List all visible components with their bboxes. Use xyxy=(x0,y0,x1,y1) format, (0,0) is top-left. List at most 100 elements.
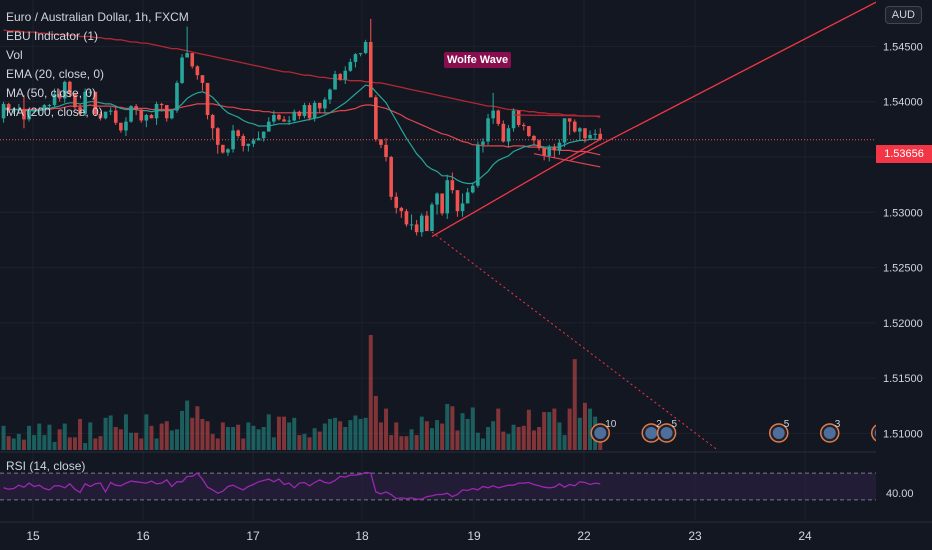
legend-ma200[interactable]: MA (200, close, 0) xyxy=(6,105,103,119)
volume-bar xyxy=(93,438,98,450)
price-axis[interactable]: 1.545001.540001.535001.530001.525001.520… xyxy=(876,0,932,550)
volume-bar xyxy=(475,432,480,450)
volume-bar xyxy=(327,418,332,450)
wolfe-upper-line xyxy=(513,114,601,117)
volume-bar xyxy=(139,438,144,450)
volume-bar xyxy=(424,421,429,450)
volume-bar xyxy=(384,408,389,450)
event-marker-count: 5 xyxy=(672,419,678,430)
candle-body xyxy=(404,211,409,225)
candle-body xyxy=(552,147,557,151)
candle-body xyxy=(190,53,195,67)
candle-body xyxy=(430,204,434,232)
volume-bar xyxy=(236,424,241,450)
volume-bar xyxy=(429,428,434,450)
candle-body xyxy=(414,224,419,233)
volume-bar xyxy=(123,414,128,450)
candle-body xyxy=(312,102,317,119)
candle-body xyxy=(567,118,572,122)
event-marker-flag-icon xyxy=(660,427,673,439)
volume-bar xyxy=(598,440,603,450)
currency-button[interactable]: AUD xyxy=(884,6,922,24)
candle-body xyxy=(363,42,368,54)
price-tick-label: 1.53000 xyxy=(883,207,923,219)
volume-bar xyxy=(562,435,567,450)
volume-bar xyxy=(368,335,373,450)
candle-body xyxy=(170,110,174,119)
time-axis[interactable]: 15 16 17 18 19 22 23 24 xyxy=(0,521,932,543)
candle-body xyxy=(261,131,266,139)
volume-bar xyxy=(435,420,440,450)
legend-ma50[interactable]: MA (50, close, 0) xyxy=(6,86,97,100)
candle-body xyxy=(368,42,373,98)
event-marker-count: 2 xyxy=(656,419,662,430)
candle-body xyxy=(516,110,521,125)
legend-volume[interactable]: Vol xyxy=(6,48,23,62)
candle-body xyxy=(307,105,312,119)
candle-body xyxy=(231,130,235,150)
volume-bar xyxy=(470,407,475,450)
volume-bar xyxy=(572,359,577,450)
volume-bar xyxy=(169,430,174,450)
candle-body xyxy=(272,114,276,122)
rsi-legend[interactable]: RSI (14, close) xyxy=(6,459,86,473)
candle-body xyxy=(353,54,358,62)
candle-body xyxy=(338,74,342,80)
candle-body xyxy=(440,193,444,214)
candle-body xyxy=(282,119,286,122)
candle-body xyxy=(537,140,541,149)
candle-body xyxy=(241,135,246,146)
candle-body xyxy=(195,66,200,76)
candle-body xyxy=(221,144,225,153)
volume-bar xyxy=(271,437,276,450)
legend-ebu-indicator[interactable]: EBU Indicator (1) xyxy=(6,29,99,43)
time-tick-label: 23 xyxy=(688,529,702,543)
volume-bar xyxy=(588,408,593,450)
candle-body xyxy=(598,133,603,140)
volume-bar xyxy=(205,421,210,450)
candle-body xyxy=(435,193,439,205)
candle-body xyxy=(547,147,552,156)
price-tick-label: 1.54000 xyxy=(883,97,923,109)
price-tick-label: 1.51000 xyxy=(883,428,923,440)
wolfe-target-line xyxy=(569,0,882,161)
candle-body xyxy=(22,109,26,120)
legend-symbol[interactable]: Euro / Australian Dollar, 1h, FXCM xyxy=(6,10,189,24)
volume-bar xyxy=(409,429,414,450)
candle-body xyxy=(491,110,495,119)
candle-body xyxy=(164,105,169,119)
candle-body xyxy=(358,53,363,55)
volume-bar xyxy=(516,427,521,450)
volume-bar xyxy=(338,421,343,450)
event-marker-flag-icon xyxy=(594,427,607,439)
candle-body xyxy=(455,190,460,212)
candle-body xyxy=(557,142,562,151)
volume-bar xyxy=(113,427,118,450)
wolfe-lower-line xyxy=(533,153,601,168)
candlesticks[interactable] xyxy=(1,18,603,237)
candle-body xyxy=(52,93,57,106)
candle-body xyxy=(154,103,159,119)
wolfe-wave-label[interactable]: Wolfe Wave xyxy=(444,52,512,68)
volume-bar xyxy=(225,427,230,450)
candle-body xyxy=(343,70,348,80)
volume-bar xyxy=(317,431,322,450)
volume-bar xyxy=(282,416,287,450)
volume-bar xyxy=(190,417,195,450)
chart-legend: Euro / Australian Dollar, 1h, FXCM EBU I… xyxy=(6,8,189,122)
volume-bar xyxy=(486,427,491,450)
time-tick-label: 15 xyxy=(26,529,40,543)
candle-body xyxy=(333,74,337,90)
candle-body xyxy=(593,133,597,135)
wolfe-wave-drawing[interactable] xyxy=(431,0,891,451)
candle-body xyxy=(445,180,450,214)
candle-body xyxy=(205,82,210,115)
time-tick-label: 19 xyxy=(467,529,481,543)
candle-body xyxy=(572,121,577,132)
volume-bar xyxy=(200,418,205,450)
legend-ema20[interactable]: EMA (20, close, 0) xyxy=(6,67,105,81)
candle-body xyxy=(124,121,128,131)
price-tick-label: 1.54500 xyxy=(883,41,923,53)
time-tick-label: 17 xyxy=(246,529,260,543)
